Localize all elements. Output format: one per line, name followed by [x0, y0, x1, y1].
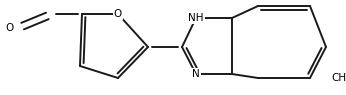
Text: NH: NH [188, 13, 204, 23]
Text: O: O [6, 23, 14, 33]
Text: O: O [114, 9, 122, 19]
Text: CH₃: CH₃ [331, 73, 346, 83]
Text: N: N [192, 69, 200, 79]
